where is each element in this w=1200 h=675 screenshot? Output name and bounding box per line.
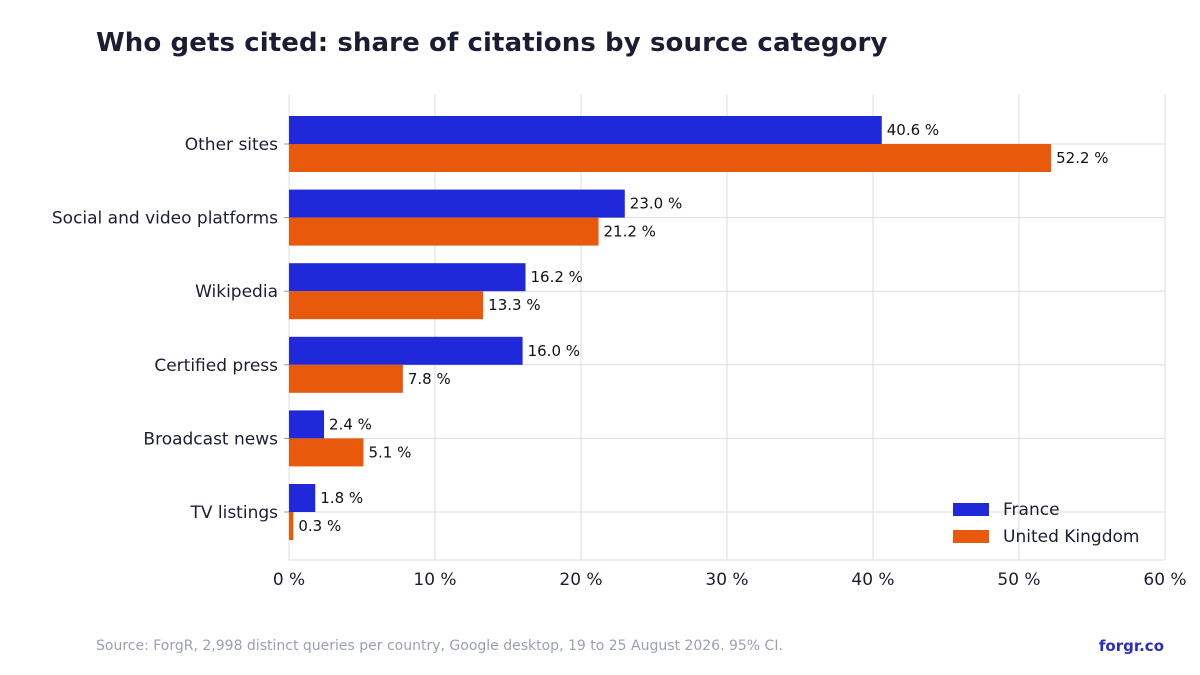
- legend-item-united-kingdom: United Kingdom: [953, 523, 1139, 550]
- bar-united-kingdom: [289, 438, 364, 467]
- bar-united-kingdom: [289, 512, 294, 540]
- data-label: 21.2 %: [604, 223, 656, 241]
- chart-title: Who gets cited: share of citations by so…: [96, 28, 888, 58]
- legend-swatch-united-kingdom: [953, 530, 989, 543]
- brand-link[interactable]: forgr.co: [1098, 637, 1164, 655]
- bar-france: [289, 116, 882, 144]
- data-label: 52.2 %: [1056, 149, 1108, 167]
- data-label: 5.1 %: [368, 443, 411, 461]
- x-tick-label: 0 %: [273, 570, 305, 590]
- axis-layer: 0 % 10 % 20 % 30 % 40 % 50 % 60 % Other sites So…: [52, 135, 1187, 590]
- x-tick-label: 20 %: [559, 570, 602, 590]
- bar-united-kingdom: [289, 144, 1052, 172]
- category-label: Wikipedia: [195, 282, 278, 302]
- bar-france: [289, 336, 523, 365]
- bar-united-kingdom: [289, 291, 484, 320]
- bar-france: [289, 263, 526, 292]
- x-tick-label: 40 %: [851, 570, 894, 590]
- legend-label-united-kingdom: United Kingdom: [1003, 526, 1140, 547]
- data-label: 13.3 %: [488, 296, 540, 314]
- category-label: TV listings: [189, 503, 278, 523]
- source-note: Source: ForgR, 2,998 distinct queries pe…: [96, 638, 783, 654]
- legend-item-france: France: [953, 496, 1139, 523]
- bar-france: [289, 189, 625, 218]
- x-tick-label: 60 %: [1143, 570, 1186, 590]
- category-label: Other sites: [185, 135, 278, 155]
- data-label: 40.6 %: [887, 121, 939, 139]
- x-tick-label: 50 %: [997, 570, 1040, 590]
- data-label: 0.3 %: [298, 517, 341, 535]
- x-tick-label: 10 %: [413, 570, 456, 590]
- data-label: 1.8 %: [320, 489, 363, 507]
- bar-united-kingdom: [289, 217, 599, 246]
- category-label: Social and video platforms: [52, 209, 278, 229]
- labels-layer: 40.6 % 23.0 % 16.2 % 16.0 % 2.4 % 1.8 % 52.2 %…: [298, 121, 1108, 535]
- data-label: 23.0 %: [630, 195, 682, 213]
- legend-label-france: France: [1003, 499, 1060, 520]
- data-label: 7.8 %: [408, 370, 451, 388]
- data-label: 16.2 %: [531, 268, 583, 286]
- category-label: Broadcast news: [143, 429, 278, 449]
- legend: France United Kingdom: [953, 496, 1139, 550]
- bars-layer: [289, 116, 1052, 540]
- legend-swatch-france: [953, 503, 989, 516]
- bar-united-kingdom: [289, 364, 403, 393]
- category-label: Certified press: [154, 356, 278, 376]
- bar-france: [289, 410, 325, 439]
- x-tick-label: 30 %: [705, 570, 748, 590]
- bar-france: [289, 484, 316, 512]
- data-label: 2.4 %: [329, 415, 372, 433]
- data-label: 16.0 %: [528, 342, 580, 360]
